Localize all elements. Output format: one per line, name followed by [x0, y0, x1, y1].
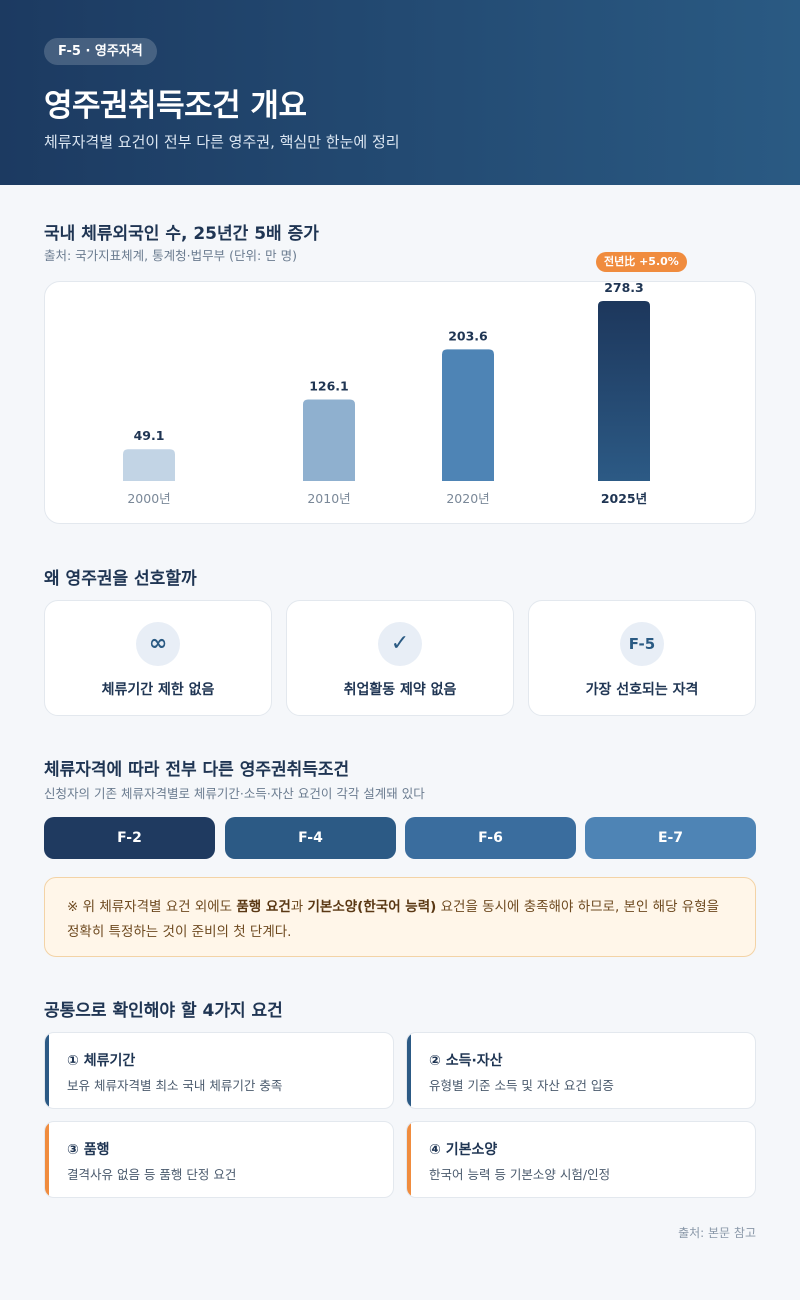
page-subtitle: 체류자격별 요건이 전부 다른 영주권, 핵심만 한눈에 정리 [44, 133, 400, 151]
req-title: ① 체류기간 [67, 1053, 136, 1069]
req-card-stay-period: ① 체류기간 보유 체류자격별 최소 국내 체류기간 충족 [44, 1032, 394, 1109]
req-card-income-assets: ② 소득·자산 유형별 기준 소득 및 자산 요건 입증 [406, 1032, 756, 1109]
tab-e7[interactable]: E-7 [585, 817, 756, 859]
notice-text: 과 [290, 899, 308, 915]
category-label: 2010년 [307, 491, 350, 506]
notice-text: ※ 위 체류자격별 요건 외에도 [67, 899, 237, 915]
bar-2025년 [598, 301, 650, 481]
notice-emphasis: 기본소양(한국어 능력) [307, 899, 437, 915]
bar-value-label: 49.1 [134, 428, 165, 443]
bar-value-label: 278.3 [604, 282, 644, 295]
req-section-title: 공통으로 확인해야 할 4가지 요건 [44, 1001, 283, 1021]
bar-2020년 [442, 349, 494, 481]
why-card-label: 취업활동 제약 없음 [343, 682, 457, 698]
req-card-basic-knowledge: ④ 기본소양 한국어 능력 등 기본소양 시험/인정 [406, 1121, 756, 1198]
notice-text: 요건을 동시에 충족해야 하므로, 본인 해당 유형을 정확히 특정하는 것이 … [67, 899, 720, 940]
category-label: 2020년 [446, 491, 489, 506]
req-card-conduct: ③ 품행 결격사유 없음 등 품행 단정 요건 [44, 1121, 394, 1198]
tab-f4[interactable]: F-4 [225, 817, 396, 859]
bar-value-label: 203.6 [448, 328, 488, 343]
accent-bar [45, 1122, 49, 1197]
bar-2010년 [303, 399, 355, 481]
category-label: 2000년 [127, 491, 170, 506]
visa-section-subtitle: 신청자의 기존 체류자격별로 체류기간·소득·자산 요건이 각각 설계돼 있다 [44, 786, 425, 801]
why-card-most-preferred: F-5 가장 선호되는 자격 [528, 600, 756, 716]
accent-bar [407, 1122, 411, 1197]
req-title: ④ 기본소양 [429, 1142, 498, 1158]
accent-bar [45, 1033, 49, 1108]
hero-header: F-5 · 영주자격 영주권취득조건 개요 체류자격별 요건이 전부 다른 영주… [0, 0, 800, 185]
visa-section-title: 체류자격에 따라 전부 다른 영주권취득조건 [44, 760, 350, 780]
yoy-change-badge: 전년比 +5.0% [596, 252, 687, 272]
tab-f6[interactable]: F-6 [405, 817, 576, 859]
why-card-unlimited-stay: ∞ 체류기간 제한 없음 [44, 600, 272, 716]
why-card-free-employment: ✓ 취업활동 제약 없음 [286, 600, 514, 716]
infinity-icon: ∞ [136, 622, 180, 666]
req-desc: 보유 체류자격별 최소 국내 체류기간 충족 [67, 1078, 283, 1093]
why-section-title: 왜 영주권을 선호할까 [44, 569, 197, 589]
why-card-label: 가장 선호되는 자격 [585, 682, 699, 698]
req-title: ② 소득·자산 [429, 1053, 503, 1069]
footer-source: 출처: 본문 참고 [678, 1226, 756, 1240]
category-label: 2025년 [601, 491, 647, 506]
page-title: 영주권취득조건 개요 [44, 88, 307, 124]
chart-card: 49.1 2000년 126.1 2010년 203.6 2020년 278.3 2025년 [44, 281, 756, 524]
tab-f2[interactable]: F-2 [44, 817, 215, 859]
notice-emphasis: 품행 요건 [236, 899, 291, 915]
bar-value-label: 126.1 [309, 378, 349, 393]
req-desc: 유형별 기준 소득 및 자산 요건 입증 [429, 1078, 614, 1093]
bar-chart: 49.1 2000년 126.1 2010년 203.6 2020년 278.3 2025년 [123, 282, 650, 506]
bar-2000년 [123, 449, 175, 481]
req-desc: 결격사유 없음 등 품행 단정 요건 [67, 1167, 237, 1182]
f5-badge-icon: F-5 [620, 622, 664, 666]
checkmark-icon: ✓ [378, 622, 422, 666]
chart-source: 출처: 국가지표체계, 통계청·법무부 (단위: 만 명) [44, 248, 297, 263]
chart-section-title: 국내 체류외국인 수, 25년간 5배 증가 [44, 224, 319, 244]
why-card-label: 체류기간 제한 없음 [101, 682, 215, 698]
accent-bar [407, 1033, 411, 1108]
req-desc: 한국어 능력 등 기본소양 시험/인정 [429, 1167, 611, 1182]
visa-type-pill: F-5 · 영주자격 [44, 38, 157, 65]
notice-box: ※ 위 체류자격별 요건 외에도 품행 요건과 기본소양(한국어 능력) 요건을… [44, 877, 756, 957]
req-title: ③ 품행 [67, 1142, 110, 1158]
